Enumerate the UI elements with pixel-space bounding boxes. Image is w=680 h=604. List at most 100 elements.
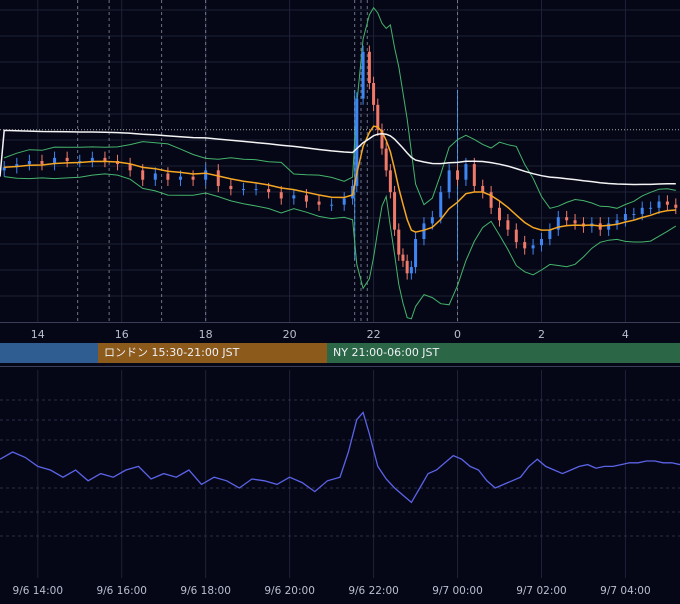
candle-body	[640, 207, 644, 215]
candle-body	[2, 167, 6, 171]
candle-body	[40, 161, 44, 165]
session-band	[0, 343, 98, 363]
candle-body	[409, 267, 413, 274]
candle-body	[128, 164, 132, 171]
candle-body	[565, 217, 569, 221]
ema-line	[4, 125, 676, 233]
candle-body	[632, 214, 636, 216]
bollinger-lower	[4, 173, 677, 320]
candle-body	[401, 254, 405, 261]
candle-body	[380, 129, 384, 149]
candle-body	[674, 204, 678, 208]
candle-body	[506, 220, 510, 230]
price-x-tick-label: 2	[538, 328, 545, 341]
candle-body	[623, 214, 627, 221]
candle-body	[355, 98, 359, 186]
candle-body	[372, 83, 376, 105]
price-x-tick-label: 20	[283, 328, 297, 341]
osc-x-tick-label: 9/7 04:00	[600, 585, 651, 597]
long-ma-line	[0, 129, 676, 186]
candle-body	[78, 161, 82, 162]
candle-body	[414, 239, 418, 268]
candle-body	[153, 173, 157, 180]
osc-x-tick-label: 9/7 02:00	[516, 585, 567, 597]
candle-body	[393, 192, 397, 230]
candle-body	[15, 164, 19, 168]
candle-body	[267, 189, 271, 193]
candle-body	[65, 157, 69, 161]
candle-body	[397, 229, 401, 255]
candle-body	[489, 192, 493, 208]
candle-body	[388, 170, 392, 193]
bollinger-upper	[4, 6, 676, 209]
candle-body	[317, 201, 321, 205]
session-label: ロンドン 15:30-21:00 JST	[104, 346, 240, 359]
candle-body	[304, 195, 308, 202]
candle-body	[498, 207, 502, 221]
osc-x-tick-label: 9/6 18:00	[180, 585, 231, 597]
price-x-tick-label: 22	[367, 328, 381, 341]
candle-body	[241, 189, 245, 191]
candle-body	[342, 198, 346, 205]
osc-x-tick-label: 9/6 16:00	[96, 585, 147, 597]
session-band	[98, 343, 327, 363]
candle-body	[254, 189, 258, 191]
price-axis-bg	[0, 322, 680, 342]
candle-body	[103, 157, 107, 161]
candle-body	[53, 157, 57, 165]
candle-body	[204, 170, 208, 180]
candle-body	[464, 164, 468, 180]
oscillator-line	[0, 411, 680, 504]
osc-x-tick-label: 9/7 00:00	[432, 585, 483, 597]
candle-body	[657, 201, 661, 208]
candle-body	[367, 51, 371, 83]
price-x-tick-label: 14	[31, 328, 45, 341]
price-x-tick-label: 0	[454, 328, 461, 341]
candle-body	[422, 223, 426, 239]
session-label: NY 21:00-06:00 JST	[333, 346, 440, 359]
candle-body	[216, 170, 220, 186]
candle-body	[481, 185, 485, 193]
candle-body	[514, 229, 518, 243]
candle-body	[361, 51, 365, 99]
price-x-tick-label: 18	[199, 328, 213, 341]
candle-body	[472, 164, 476, 186]
candle-body	[27, 161, 31, 165]
candle-body	[405, 260, 409, 274]
candle-body	[330, 204, 334, 206]
candle-body	[665, 201, 669, 205]
price-x-tick-label: 16	[115, 328, 129, 341]
candle-body	[548, 229, 552, 239]
candle-body	[456, 170, 460, 180]
oscillator-background	[0, 366, 680, 600]
candle-body	[649, 207, 653, 209]
candle-body	[178, 176, 182, 180]
candle-body	[384, 148, 388, 171]
candle-body	[607, 223, 611, 230]
candle-body	[556, 217, 560, 230]
candle-body	[447, 170, 451, 193]
session-band	[327, 343, 680, 363]
candle-body	[376, 104, 380, 130]
candle-body	[430, 217, 434, 224]
candle-body	[141, 170, 145, 180]
candle-body	[531, 245, 535, 249]
candle-body	[191, 176, 195, 180]
candle-body	[90, 157, 94, 161]
candle-body	[439, 192, 443, 218]
candle-body	[292, 195, 296, 199]
osc-x-tick-label: 9/6 22:00	[348, 585, 399, 597]
candle-body	[615, 220, 619, 224]
candle-body	[279, 192, 283, 199]
price-x-tick-label: 4	[622, 328, 629, 341]
candle-body	[539, 239, 543, 246]
candle-body	[523, 242, 527, 249]
candle-body	[573, 220, 577, 224]
osc-x-tick-label: 9/6 20:00	[264, 585, 315, 597]
candle-body	[166, 173, 170, 180]
candle-body	[229, 185, 233, 190]
session-label	[0, 344, 98, 362]
osc-x-tick-label: 9/6 14:00	[13, 585, 64, 597]
